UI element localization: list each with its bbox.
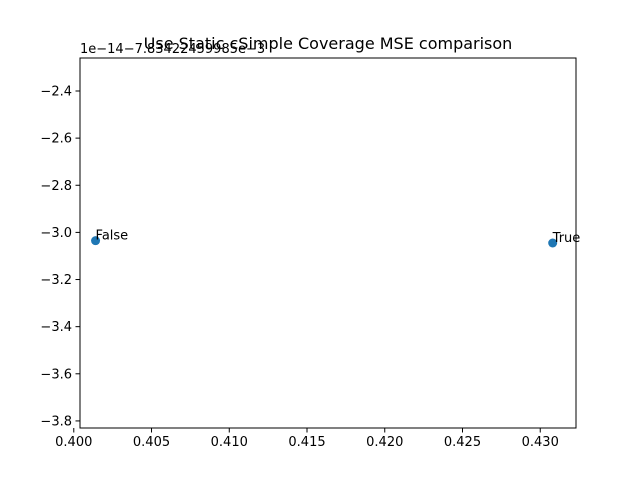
x-tick-label: 0.400 (55, 435, 92, 450)
y-tick-label: −2.8 (40, 179, 72, 194)
data-point (548, 238, 558, 248)
y-tick-label: −3.2 (40, 273, 72, 288)
x-tick-label: 0.415 (288, 435, 325, 450)
chart-title: Use Static cSimple Coverage MSE comparis… (144, 34, 513, 53)
y-tick-label: −3.8 (40, 414, 72, 429)
y-tick-label: −2.6 (40, 132, 72, 147)
x-tick-label: 0.405 (133, 435, 170, 450)
x-tick-label: 0.420 (366, 435, 403, 450)
plot-area-frame (79, 57, 577, 429)
x-axis-ticks: 0.400 0.405 0.410 0.415 0.420 0.425 0.430 (55, 428, 559, 450)
y-tick-label: −2.4 (40, 84, 72, 99)
data-points: False True (91, 229, 580, 248)
y-tick-label: −3.4 (40, 320, 72, 335)
x-tick-label: 0.425 (444, 435, 481, 450)
data-point (91, 236, 101, 246)
y-axis-ticks: −3.8 −3.6 −3.4 −3.2 −3.0 −2.8 −2.6 −2.4 (40, 84, 80, 429)
y-tick-label: −3.0 (40, 226, 72, 241)
y-tick-label: −3.6 (40, 367, 72, 382)
point-annotation: True (552, 231, 581, 246)
y-axis-offset-label: 1e−14−7.83422459985e−3 (80, 42, 265, 57)
point-annotation: False (96, 229, 129, 244)
x-tick-label: 0.410 (211, 435, 248, 450)
x-tick-label: 0.430 (522, 435, 559, 450)
